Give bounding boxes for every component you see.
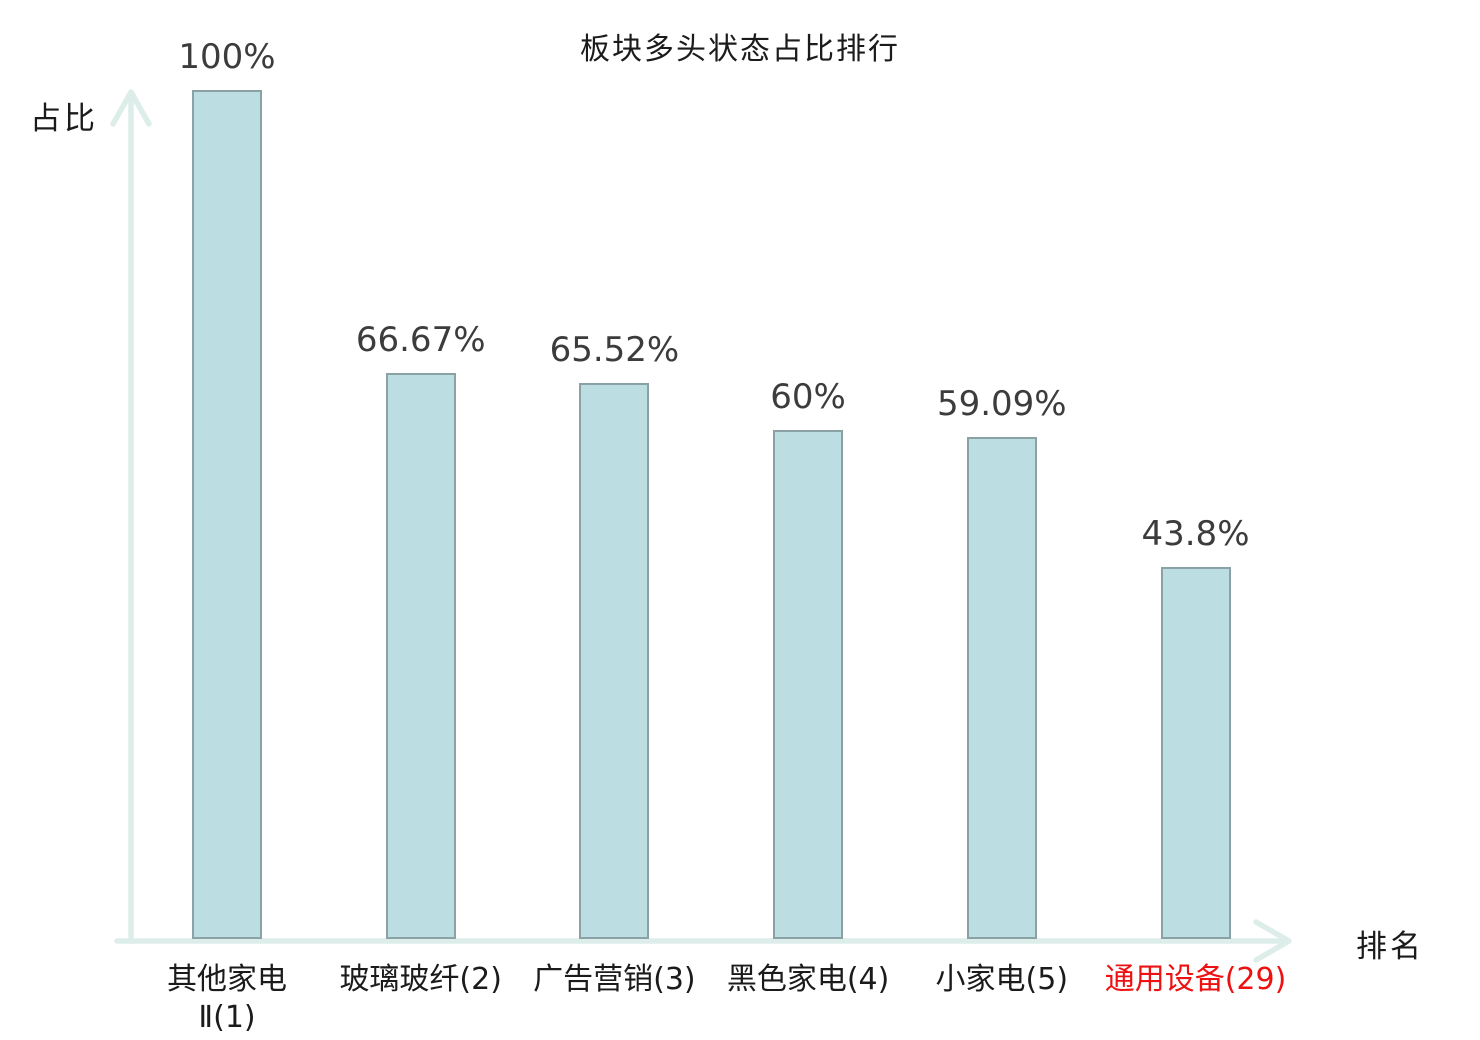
x-axis-label: 排名	[1356, 929, 1424, 965]
bar-value-label: 65.52%	[549, 329, 680, 370]
bar-category-label: 玻璃玻纤(2)	[339, 962, 502, 997]
bar-value-label: 66.67%	[355, 319, 486, 360]
bar-value-label: 100%	[178, 37, 276, 77]
bar-value-label: 43.8%	[1141, 514, 1250, 555]
bar-category-label: 通用设备(29)	[1104, 962, 1287, 997]
bar-value-label: 59.09%	[936, 384, 1067, 425]
bar	[579, 382, 650, 939]
bar	[385, 372, 456, 939]
x-axis-arrow-icon	[1253, 919, 1292, 963]
y-axis-arrow-icon	[110, 89, 152, 127]
bar-category-label: 小家电(5)	[935, 962, 1069, 997]
bar-category-label: 广告营销(3)	[533, 962, 696, 997]
bar-value-label: 60%	[770, 376, 846, 417]
bar-category-label: 黑色家电(4)	[726, 962, 890, 997]
axis-lines	[110, 89, 1292, 963]
y-axis-label: 占比	[30, 101, 98, 137]
bar	[1160, 567, 1231, 939]
bar	[192, 90, 262, 939]
bar	[966, 437, 1037, 939]
bar-category-label: 其他家电 Ⅱ(1)	[167, 962, 287, 1035]
chart-title: 板块多头状态占比排行	[580, 32, 900, 67]
bar	[773, 429, 844, 939]
